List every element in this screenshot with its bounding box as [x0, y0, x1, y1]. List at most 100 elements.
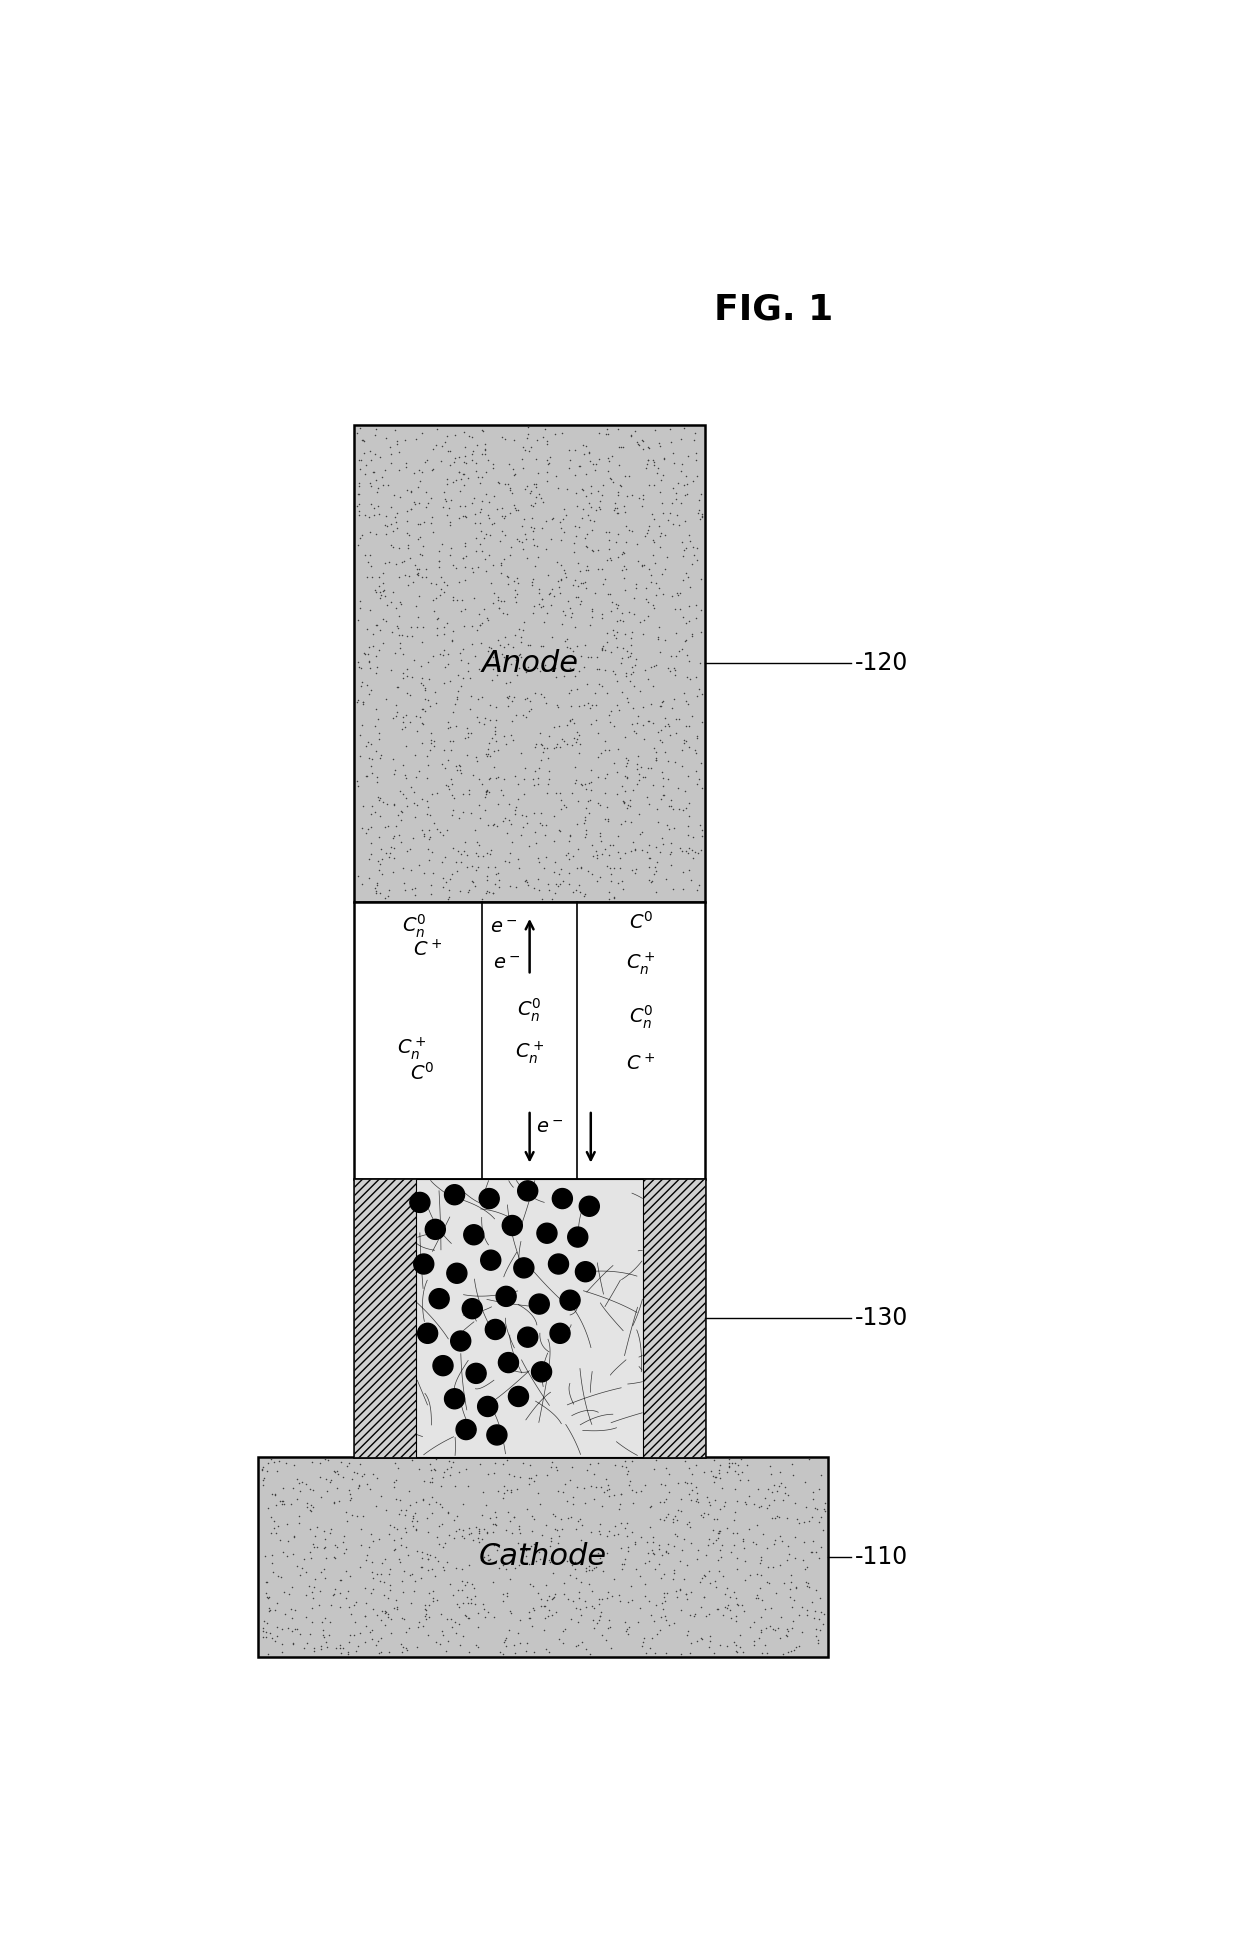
Point	[407, 1535, 427, 1566]
Point	[734, 1595, 754, 1627]
Point	[547, 777, 567, 808]
Point	[286, 1551, 306, 1582]
Point	[666, 618, 686, 649]
Point	[441, 625, 461, 656]
Circle shape	[450, 1330, 471, 1352]
Point	[697, 1482, 717, 1514]
Point	[413, 709, 433, 740]
Point	[559, 843, 579, 875]
Point	[477, 1545, 497, 1576]
Point	[663, 438, 683, 469]
Point	[655, 1469, 675, 1500]
Point	[649, 623, 668, 655]
Point	[451, 464, 471, 495]
Point	[438, 501, 458, 532]
Point	[651, 1601, 671, 1632]
Point	[739, 1480, 759, 1512]
Point	[321, 1514, 341, 1545]
Point	[485, 736, 505, 768]
Point	[434, 1457, 454, 1488]
Point	[449, 1514, 469, 1545]
Point	[806, 1595, 826, 1627]
Point	[455, 826, 475, 857]
Point	[467, 551, 487, 582]
Point	[692, 820, 712, 851]
Point	[296, 1601, 316, 1632]
Point	[596, 678, 616, 709]
Point	[608, 732, 627, 764]
Point	[666, 658, 686, 690]
Point	[567, 520, 587, 551]
Point	[723, 1517, 743, 1549]
Point	[533, 590, 553, 621]
Circle shape	[513, 1258, 534, 1278]
Point	[615, 618, 635, 649]
Point	[557, 729, 577, 760]
Point	[656, 1605, 676, 1636]
Point	[615, 1445, 635, 1477]
Point	[686, 417, 706, 448]
Point	[560, 1603, 580, 1634]
Point	[584, 1611, 604, 1642]
Point	[312, 1615, 332, 1646]
Point	[568, 1630, 588, 1662]
Point	[556, 561, 575, 592]
Point	[448, 1500, 467, 1531]
Point	[692, 771, 712, 803]
Point	[517, 867, 537, 898]
Point	[534, 853, 554, 884]
Point	[434, 871, 454, 902]
Point	[310, 1461, 330, 1492]
Point	[484, 810, 503, 842]
Point	[644, 1453, 663, 1484]
Point	[495, 803, 515, 834]
Point	[604, 1479, 624, 1510]
Point	[678, 730, 698, 762]
Point	[529, 1537, 549, 1568]
Point	[381, 438, 401, 469]
Point	[804, 1525, 823, 1556]
Point	[622, 709, 642, 740]
Point	[531, 806, 551, 838]
Point	[370, 571, 389, 602]
Point	[476, 518, 496, 549]
Point	[601, 1632, 621, 1664]
Point	[691, 1566, 711, 1597]
Point	[598, 456, 618, 487]
Point	[383, 744, 403, 775]
Point	[626, 719, 646, 750]
Point	[458, 851, 477, 882]
Point	[384, 1535, 404, 1566]
Point	[756, 1638, 776, 1669]
Point	[294, 1543, 314, 1574]
Point	[402, 475, 422, 506]
Point	[392, 1566, 412, 1597]
Point	[582, 1576, 601, 1607]
Point	[642, 769, 662, 801]
Point	[598, 1576, 618, 1607]
Point	[652, 559, 672, 590]
Point	[699, 1556, 719, 1588]
Point	[595, 762, 615, 793]
Point	[629, 758, 649, 789]
Point	[434, 577, 454, 608]
Point	[675, 678, 694, 709]
Point	[396, 1517, 415, 1549]
Point	[673, 565, 693, 596]
Point	[699, 1625, 719, 1656]
Point	[673, 602, 693, 633]
Point	[570, 450, 590, 481]
Point	[532, 744, 552, 775]
Point	[429, 639, 449, 670]
Point	[569, 1506, 589, 1537]
Point	[495, 518, 515, 549]
Point	[361, 674, 381, 705]
Point	[727, 1630, 746, 1662]
Point	[595, 805, 615, 836]
Point	[600, 830, 620, 861]
Point	[455, 836, 475, 867]
Point	[270, 1523, 290, 1555]
Point	[373, 1580, 393, 1611]
Point	[573, 473, 593, 505]
Point	[569, 655, 589, 686]
